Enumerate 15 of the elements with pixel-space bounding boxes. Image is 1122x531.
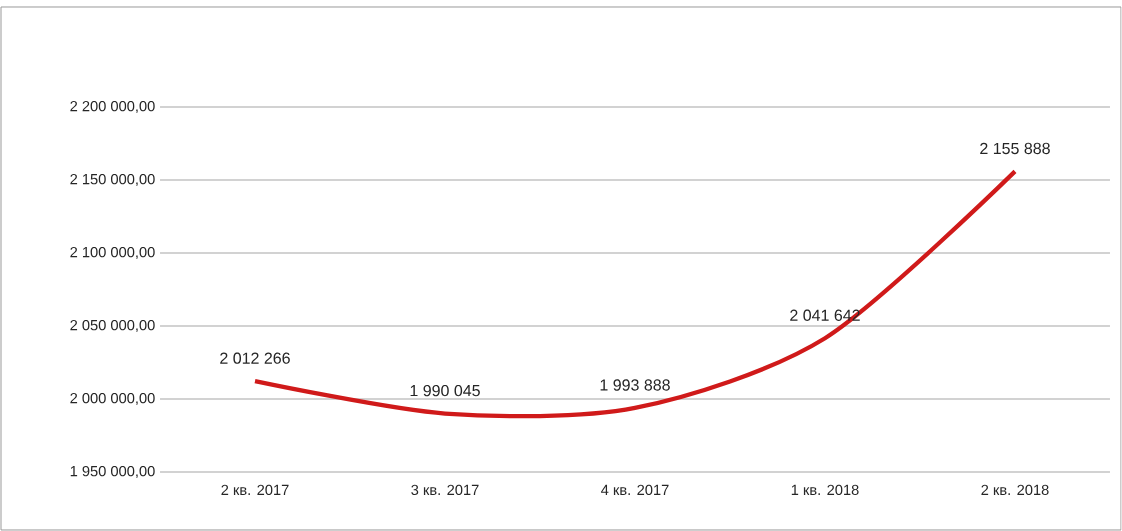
x-tick-label: 2 кв. 2017 — [221, 484, 289, 496]
y-tick-label: 2 200 000,00 — [70, 100, 155, 114]
y-tick-label: 2 050 000,00 — [70, 319, 155, 333]
x-tick-label: 1 кв. 2018 — [791, 484, 859, 496]
x-tick-label: 4 кв. 2017 — [601, 484, 669, 496]
y-tick-label: 2 000 000,00 — [70, 392, 155, 406]
y-tick-label: 1 950 000,00 — [70, 465, 155, 479]
data-label: 2 012 266 — [220, 352, 290, 364]
data-label: 2 155 888 — [980, 142, 1050, 155]
y-tick-label: 2 100 000,00 — [70, 246, 155, 260]
x-tick-label: 3 кв. 2017 — [411, 484, 479, 496]
data-label: 1 993 888 — [600, 379, 670, 391]
y-tick-label: 2 150 000,00 — [70, 173, 155, 187]
data-label: 1 990 045 — [410, 384, 480, 397]
x-tick-label: 2 кв. 2018 — [981, 484, 1049, 496]
